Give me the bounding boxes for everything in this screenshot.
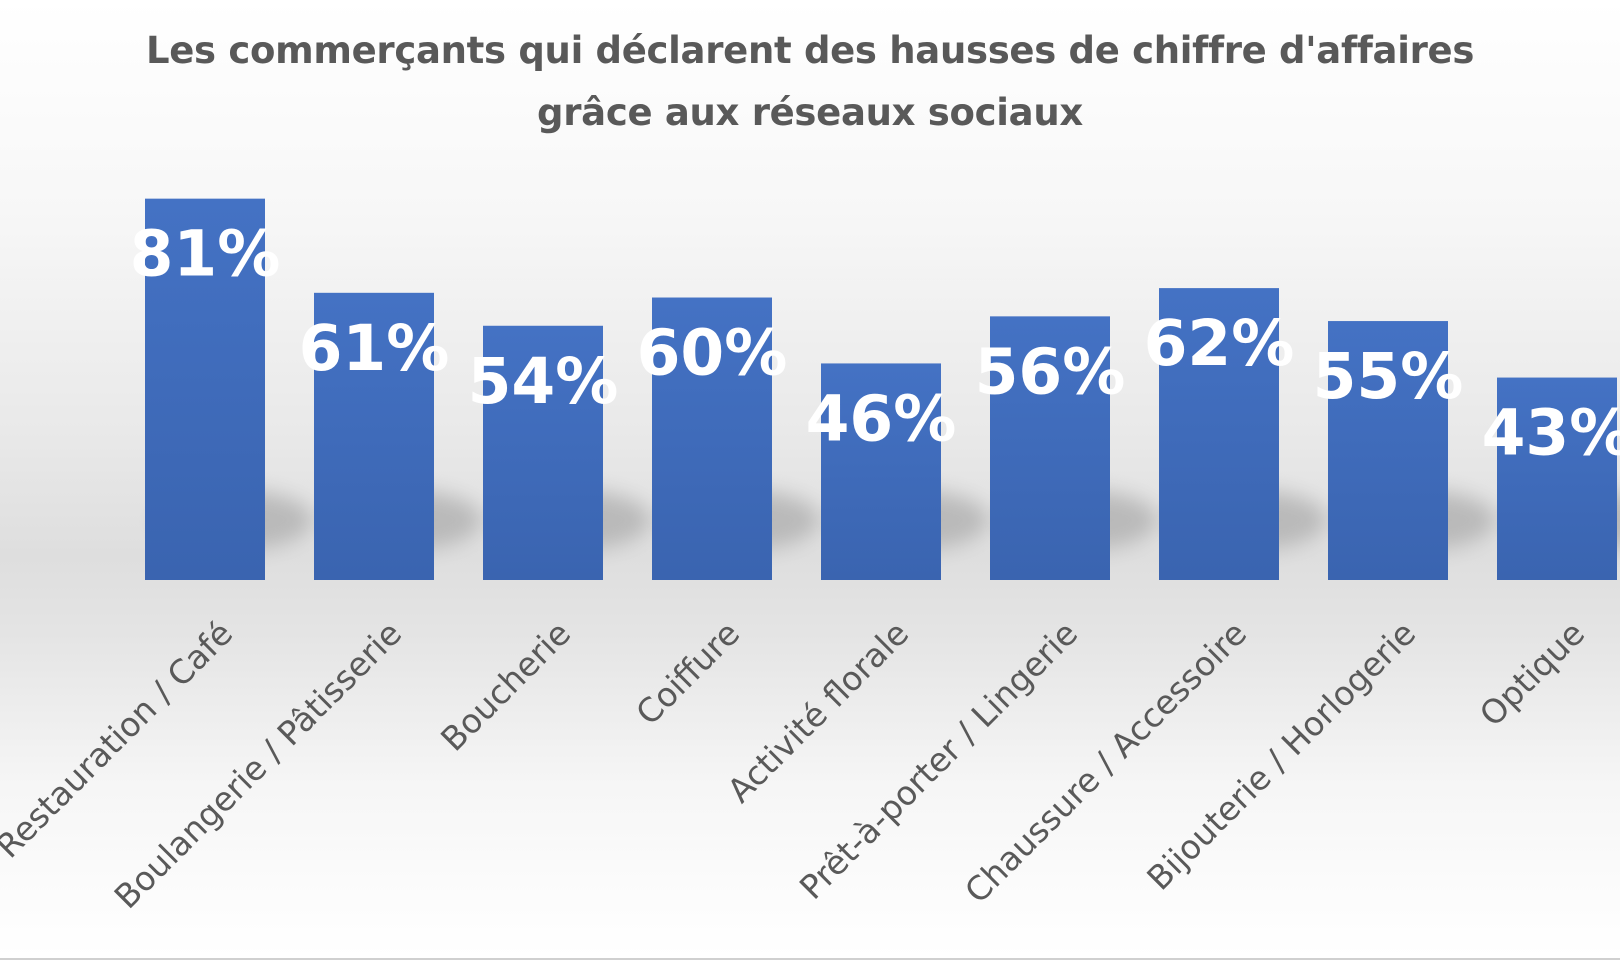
- data-label: 56%: [975, 335, 1126, 408]
- bar: [1328, 321, 1448, 580]
- bar: [314, 292, 434, 580]
- data-label: 60%: [637, 317, 788, 390]
- chart-title-line-2: grâce aux réseaux sociaux: [537, 91, 1083, 134]
- x-tick-label: Prêt-à-porter / Lingerie: [792, 614, 1085, 907]
- bar: [145, 198, 265, 581]
- data-label: 61%: [299, 312, 450, 385]
- x-tick-label: Activité florale: [720, 614, 917, 811]
- bar: [1159, 288, 1279, 580]
- data-label: 55%: [1313, 340, 1464, 413]
- bar: [652, 297, 772, 580]
- chart-title-line-1: Les commerçants qui déclarent des hausse…: [145, 29, 1475, 72]
- data-label: 81%: [130, 218, 281, 291]
- data-label: 46%: [806, 382, 957, 455]
- bar: [990, 316, 1110, 580]
- bars: [145, 198, 1617, 581]
- data-labels: 81%61% 54% 60%46%56% 62% 55%43%: [130, 218, 1620, 470]
- x-tick-label: Optique: [1472, 614, 1592, 734]
- data-label: 54%: [468, 345, 619, 418]
- data-label: 62%: [1144, 307, 1295, 380]
- x-tick-label: Coiffure: [628, 614, 747, 733]
- bar: [1497, 377, 1617, 580]
- x-tick-label: Boulangerie / Pâtisserie: [107, 614, 410, 917]
- chart-title: Les commerçants qui déclarent des hausse…: [0, 20, 1620, 144]
- bar: [483, 325, 603, 580]
- x-tick-label: Bijouterie / Horlogerie: [1139, 614, 1423, 898]
- x-tick-label: Chaussure / Accessoire: [957, 614, 1254, 911]
- bar: [821, 363, 941, 580]
- x-tick-label: Boucherie: [433, 614, 578, 759]
- data-label: 43%: [1482, 397, 1620, 470]
